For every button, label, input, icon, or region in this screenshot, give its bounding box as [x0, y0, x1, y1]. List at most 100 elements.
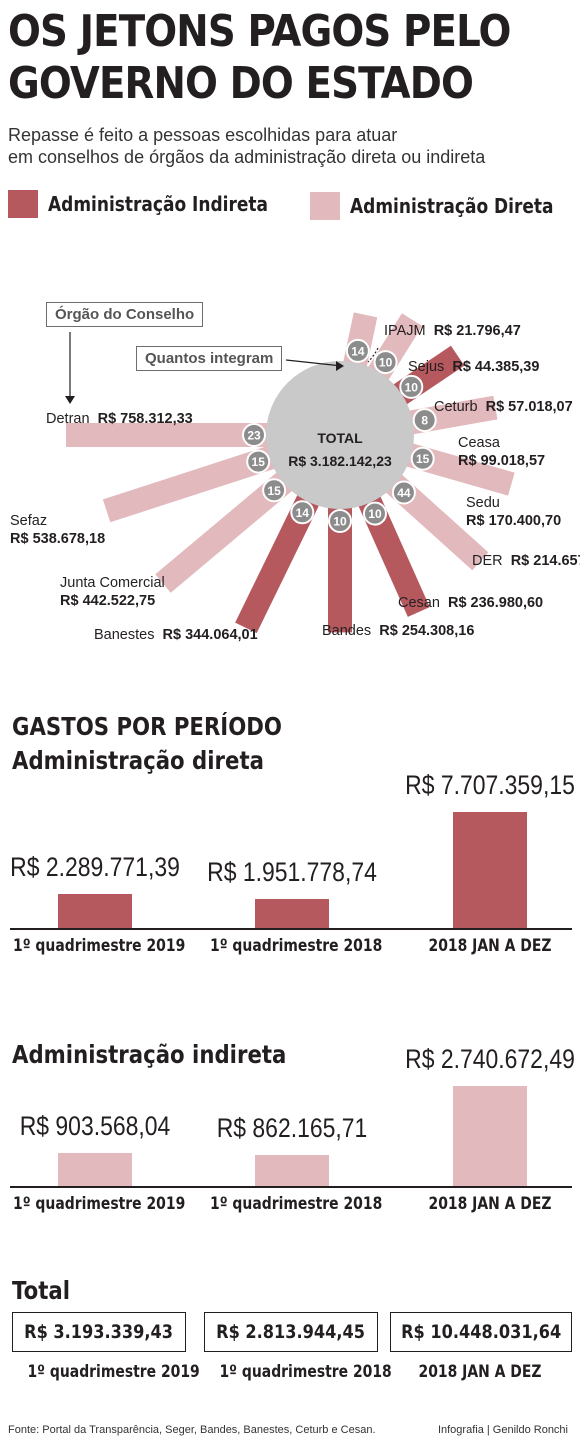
member-badge-ceasa [412, 408, 437, 433]
bar-chart-indireta: R$ 903.568,04 1º quadrimestre 2019 R$ 862.… [0, 1040, 580, 1230]
member-count-bandes: 10 [333, 515, 347, 529]
indireta-bar-value-1: R$ 862.165,71 [216, 1112, 368, 1143]
legend-item-indireta: Administração Indireta [8, 190, 307, 218]
ray-org-bandes: Bandes [322, 623, 372, 639]
ray-label-bandes: Bandes R$ 254.308,16 [322, 622, 474, 640]
member-badge-banestes [290, 500, 315, 525]
ray-bar-junta-comercial [155, 469, 296, 593]
ray-label-sedu: Sedu R$ 170.400,70 [466, 494, 561, 530]
headline-line-1: OS JETONS PAGOS PELO [8, 6, 511, 57]
footer-credit: Infografia | Genildo Ronchi [437, 1424, 568, 1436]
ray-org-junta-comercial: Junta Comercial [60, 575, 165, 591]
total-title: Total [12, 1276, 71, 1305]
ray-value-sedu: R$ 170.400,70 [466, 513, 562, 529]
member-badge-ipajm [345, 338, 370, 363]
bar-chart-direta: R$ 2.289.771,39 1º quadrimestre 2019 R$ 1.… [0, 770, 580, 970]
ray-value-bandes: R$ 254.308,16 [379, 623, 475, 639]
radial-badges: 14 10 10 8 15 44 10 10 14 15 15 23 [242, 338, 437, 533]
total-value-ano: R$ 10.448.031,64 [400, 1321, 562, 1343]
member-badge-sejus [373, 350, 398, 375]
indireta-bar-value-2: R$ 2.740.672,49 [405, 1044, 575, 1074]
indireta-title: Administração indireta [12, 1040, 287, 1069]
indireta-bar-1 [255, 1154, 329, 1186]
member-count-cesan: 10 [368, 507, 382, 521]
member-count-ceturb: 10 [405, 380, 419, 394]
subtitle-line-1: Repasse é feito a pessoas escolhidas par… [8, 125, 398, 145]
direta-bar-value-2: R$ 7.707.359,15 [405, 770, 575, 800]
ray-org-sedu: Sedu [466, 495, 500, 511]
member-count-sedu: 15 [416, 452, 430, 466]
total-hub-label: TOTAL [317, 430, 363, 446]
subtitle-line-2: em conselhos de órgãos da administração … [8, 147, 486, 167]
indireta-axis-line [10, 1186, 572, 1188]
ray-label-sejus: Sejus R$ 44.385,39 [408, 358, 539, 376]
ray-bar-banestes [235, 490, 321, 634]
total-box-ano: R$ 10.448.031,64 [390, 1312, 572, 1352]
ray-org-der: DER [472, 553, 503, 569]
ray-org-ipajm: IPAJM [384, 323, 426, 339]
indireta-bar-category-0: 1º quadrimestre 2019 [13, 1194, 186, 1214]
ray-bar-detran [66, 423, 272, 447]
ray-label-banestes: Banestes R$ 344.064,01 [94, 626, 258, 644]
ipajm-leader [367, 347, 379, 363]
radial-chart: TOTAL R$ 3.182.142,23 141010815441010141… [65, 312, 515, 634]
direta-title: Administração direta [12, 746, 264, 775]
member-count-banestes: 14 [296, 506, 310, 520]
member-count-detran: 23 [247, 429, 261, 443]
member-badge-sefaz [246, 449, 271, 474]
indireta-bar-2 [453, 1086, 527, 1186]
member-badge-junta-comercial [262, 478, 287, 503]
ray-value-detran: R$ 758.312,33 [97, 411, 193, 427]
ray-value-cesan: R$ 236.980,60 [447, 595, 544, 611]
total-box-2019: R$ 3.193.339,43 [12, 1312, 186, 1352]
total-value-2018: R$ 2.813.944,45 [216, 1321, 366, 1343]
total-box-2018: R$ 2.813.944,45 [204, 1312, 378, 1352]
direta-bar-category-1: 1º quadrimestre 2018 [210, 936, 383, 956]
ray-label-ceturb: Ceturb R$ 57.018,07 [434, 398, 573, 416]
periodo-title: GASTOS POR PERÍODO [12, 712, 282, 741]
total-label-2019: 1º quadrimestre 2019 [27, 1362, 200, 1382]
ray-label-cesan: Cesan R$ 236.980,60 [398, 594, 543, 612]
callout-orgao-arrowhead [65, 396, 75, 404]
member-badge-detran [242, 423, 266, 447]
direta-bar-category-0: 1º quadrimestre 2019 [13, 936, 186, 956]
indireta-bar-value-0: R$ 903.568,04 [19, 1111, 171, 1142]
legend-swatch-indireta [8, 190, 38, 218]
total-label-ano: 2018 JAN A DEZ [418, 1362, 542, 1382]
footer-source: Fonte: Portal da Transparência, Seger, B… [8, 1424, 376, 1436]
member-count-sefaz: 15 [252, 455, 266, 469]
ray-org-sejus: Sejus [408, 359, 445, 375]
legend-swatch-direta [310, 192, 340, 220]
member-badge-bandes [328, 509, 352, 533]
indireta-bar-category-2: 2018 JAN A DEZ [428, 1194, 552, 1214]
direta-bar-0 [58, 893, 132, 928]
ray-org-cesan: Cesan [398, 595, 440, 611]
direta-bar-value-1: R$ 1.951.778,74 [207, 856, 377, 887]
ray-value-junta-comercial: R$ 442.522,75 [60, 593, 156, 609]
member-badge-sedu [410, 446, 435, 471]
member-badge-ceturb [399, 374, 424, 399]
member-count-der: 44 [397, 486, 411, 500]
ray-org-ceasa: Ceasa [458, 435, 500, 451]
member-badge-cesan [362, 501, 387, 526]
ray-org-ceturb: Ceturb [434, 399, 478, 415]
legend-label-indireta: Administração Indireta [48, 192, 268, 216]
callout-integram-arrowhead [336, 361, 344, 371]
callout-integram: Quantos integram [136, 346, 283, 371]
total-hub-value: R$ 3.182.142,23 [288, 453, 392, 469]
direta-bar-category-2: 2018 JAN A DEZ [428, 936, 552, 956]
ray-org-sefaz: Sefaz [10, 513, 48, 529]
indireta-bar-0 [58, 1153, 132, 1186]
direta-bar-1 [255, 898, 329, 928]
direta-axis-line [10, 928, 572, 930]
ray-label-detran: Detran R$ 758.312,33 [46, 410, 193, 428]
ray-label-ipajm: IPAJM R$ 21.796,47 [384, 322, 521, 340]
direta-bar-value-0: R$ 2.289.771,39 [10, 851, 180, 882]
ray-label-junta-comercial: Junta Comercial R$ 442.522,75 [60, 574, 165, 610]
member-badge-der [391, 480, 416, 505]
ray-value-banestes: R$ 344.064,01 [162, 627, 258, 643]
member-count-junta-comercial: 15 [267, 484, 281, 498]
ray-label-sefaz: Sefaz R$ 538.678,18 [10, 512, 105, 548]
member-count-sejus: 10 [379, 356, 393, 370]
ray-label-der: DER R$ 214.657,00 [472, 552, 580, 570]
